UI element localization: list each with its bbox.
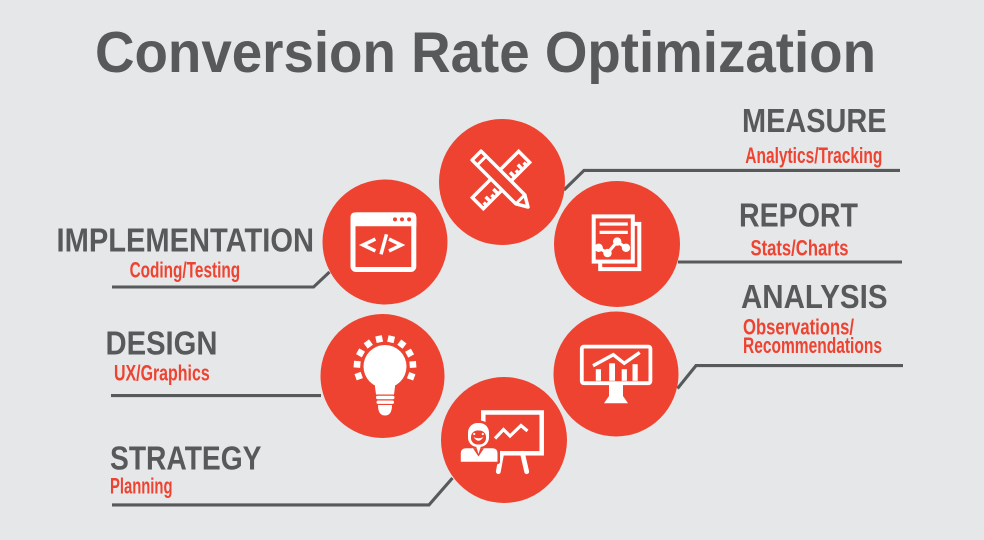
svg-text:Stats/Charts: Stats/Charts — [751, 235, 849, 260]
svg-text:Observations/: Observations/ — [743, 314, 854, 339]
svg-text:Coding/Testing: Coding/Testing — [130, 257, 241, 282]
svg-text:Recommendations: Recommendations — [743, 333, 882, 358]
svg-text:REPORT: REPORT — [739, 197, 858, 234]
svg-text:MEASURE: MEASURE — [742, 102, 887, 139]
svg-text:IMPLEMENTATION: IMPLEMENTATION — [57, 222, 315, 259]
svg-text:Conversion Rate Optimization: Conversion Rate Optimization — [95, 21, 876, 85]
svg-text:DESIGN: DESIGN — [106, 325, 218, 362]
svg-text:ANALYSIS: ANALYSIS — [741, 278, 888, 315]
svg-text:STRATEGY: STRATEGY — [110, 440, 262, 477]
svg-text:UX/Graphics: UX/Graphics — [114, 361, 210, 386]
svg-text:Analytics/Tracking: Analytics/Tracking — [745, 143, 882, 168]
svg-text:Planning: Planning — [110, 474, 173, 499]
